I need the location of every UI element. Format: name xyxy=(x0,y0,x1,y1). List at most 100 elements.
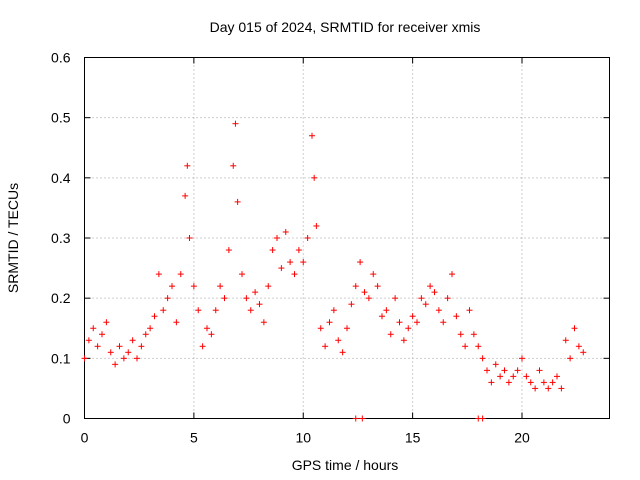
data-point xyxy=(449,271,455,278)
data-point xyxy=(549,379,556,386)
y-axis-label: SRMTID / TECUs xyxy=(5,183,21,293)
x-tick-label: 0 xyxy=(81,430,89,446)
x-tick-label: 20 xyxy=(514,430,530,446)
data-point xyxy=(431,289,438,296)
data-point xyxy=(514,367,521,374)
data-points xyxy=(81,120,587,422)
y-tick-label: 0.4 xyxy=(51,170,71,186)
data-point xyxy=(317,325,324,332)
data-point xyxy=(361,289,368,296)
data-point xyxy=(99,331,105,338)
data-point xyxy=(120,355,127,362)
data-point xyxy=(94,343,101,350)
data-point xyxy=(510,373,517,380)
data-point xyxy=(567,355,574,362)
data-point xyxy=(225,247,232,254)
data-point xyxy=(352,283,359,290)
data-point xyxy=(173,319,180,326)
data-point xyxy=(405,325,412,332)
data-point xyxy=(554,373,560,380)
data-point xyxy=(287,259,294,266)
data-point xyxy=(536,367,543,374)
data-point xyxy=(348,301,355,308)
data-point xyxy=(313,222,320,229)
data-point xyxy=(112,361,119,368)
data-point xyxy=(309,132,315,139)
data-point xyxy=(151,313,158,320)
data-point xyxy=(247,307,254,314)
data-point xyxy=(562,337,569,344)
data-point xyxy=(291,271,298,278)
data-point xyxy=(440,319,447,326)
data-point xyxy=(195,307,202,314)
data-point xyxy=(265,283,272,290)
data-point xyxy=(519,355,525,362)
data-point xyxy=(414,319,420,326)
data-point xyxy=(186,235,193,241)
x-tick-label: 10 xyxy=(295,430,311,446)
data-point xyxy=(339,349,346,356)
data-point xyxy=(155,271,162,278)
data-point xyxy=(239,271,245,278)
data-point xyxy=(212,307,219,314)
data-point xyxy=(269,247,276,254)
data-point xyxy=(396,319,403,326)
data-point xyxy=(160,307,167,314)
data-point xyxy=(359,415,366,422)
data-point xyxy=(204,325,210,332)
x-tick-label: 5 xyxy=(190,430,198,446)
data-point xyxy=(466,307,473,314)
y-axis: 0 0.1 0.2 0.3 0.4 0.5 0.6 xyxy=(51,50,610,427)
data-point xyxy=(282,228,289,235)
data-point xyxy=(326,319,333,326)
data-point xyxy=(107,349,114,356)
data-point xyxy=(400,337,407,344)
data-point xyxy=(164,295,171,302)
data-point xyxy=(475,343,482,350)
data-point xyxy=(278,265,285,272)
data-point xyxy=(234,198,241,205)
data-point xyxy=(383,307,390,314)
y-tick-label: 0.2 xyxy=(51,290,71,306)
data-point xyxy=(311,174,318,181)
data-point xyxy=(575,343,582,350)
data-point xyxy=(256,301,263,308)
data-point xyxy=(374,283,381,290)
x-tick-label: 15 xyxy=(405,430,421,446)
data-point xyxy=(501,367,508,374)
data-point xyxy=(190,283,197,290)
data-point xyxy=(322,343,329,350)
data-point xyxy=(357,259,364,266)
y-tick-label: 0.1 xyxy=(51,350,71,366)
data-point xyxy=(365,295,372,302)
data-point xyxy=(484,367,490,374)
data-point xyxy=(116,343,123,350)
data-point xyxy=(523,373,530,380)
data-point xyxy=(208,331,215,338)
grid xyxy=(84,57,610,419)
data-point xyxy=(129,337,136,344)
data-point xyxy=(457,331,464,338)
data-point xyxy=(304,235,311,241)
data-point xyxy=(243,295,250,302)
data-point xyxy=(142,331,149,338)
data-point xyxy=(344,325,350,332)
data-point xyxy=(90,325,97,332)
data-point xyxy=(370,271,377,278)
data-point xyxy=(330,307,337,314)
data-point xyxy=(453,313,460,320)
data-point xyxy=(147,325,154,332)
y-tick-label: 0 xyxy=(63,411,71,427)
data-point xyxy=(335,337,342,344)
data-point xyxy=(352,415,359,422)
data-point xyxy=(103,319,110,326)
data-point xyxy=(479,355,486,362)
data-point xyxy=(527,379,534,386)
data-point xyxy=(81,355,88,362)
data-point xyxy=(260,319,267,326)
y-tick-label: 0.6 xyxy=(51,50,71,66)
data-point xyxy=(470,331,477,338)
data-point xyxy=(444,295,451,302)
data-point xyxy=(392,295,399,302)
